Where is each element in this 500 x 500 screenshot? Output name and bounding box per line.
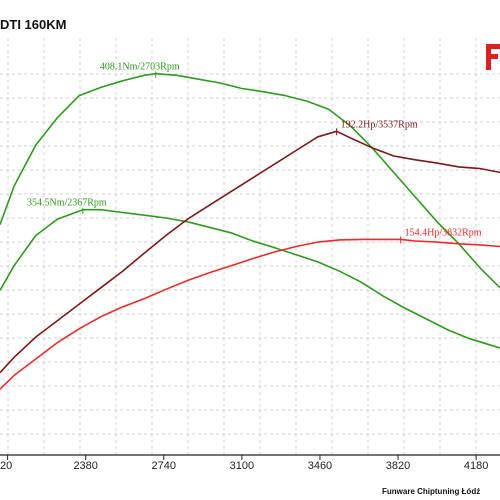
series-line-0 bbox=[0, 72, 500, 289]
funware-logo bbox=[486, 44, 500, 70]
x-tick-label: 3460 bbox=[308, 460, 332, 472]
x-tick-label: 2380 bbox=[73, 460, 97, 472]
chart-axes bbox=[0, 454, 500, 460]
chart-title: DTI 160KM bbox=[0, 17, 67, 32]
x-tick-label: 20 bbox=[0, 460, 12, 472]
peak-label-torque-1: 354.5Nm/2367Rpm bbox=[27, 198, 107, 209]
chart-series bbox=[0, 72, 500, 390]
x-tick-label: 3100 bbox=[230, 460, 254, 472]
x-tick-label: 3820 bbox=[386, 460, 410, 472]
peak-label-torque-0: 408.1Nm/2703Rpm bbox=[100, 62, 180, 73]
series-line-3 bbox=[0, 238, 500, 390]
x-tick-labels: 20 2380 2740 3100 3460 3820 4180 bbox=[0, 460, 488, 472]
peak-label-power-1: 154.4Hp/3832Rpm bbox=[405, 227, 482, 238]
peak-label-power-0: 192.2Hp/3537Rpm bbox=[341, 119, 418, 130]
footer-credit: Funware Chiptuning Łódź bbox=[382, 487, 481, 496]
x-tick-label: 4180 bbox=[464, 460, 488, 472]
chart-labels: 408.1Nm/2703Rpm 354.5Nm/2367Rpm 192.2Hp/35… bbox=[27, 62, 482, 244]
series-line-2 bbox=[0, 130, 500, 374]
x-tick-label: 2740 bbox=[152, 460, 176, 472]
